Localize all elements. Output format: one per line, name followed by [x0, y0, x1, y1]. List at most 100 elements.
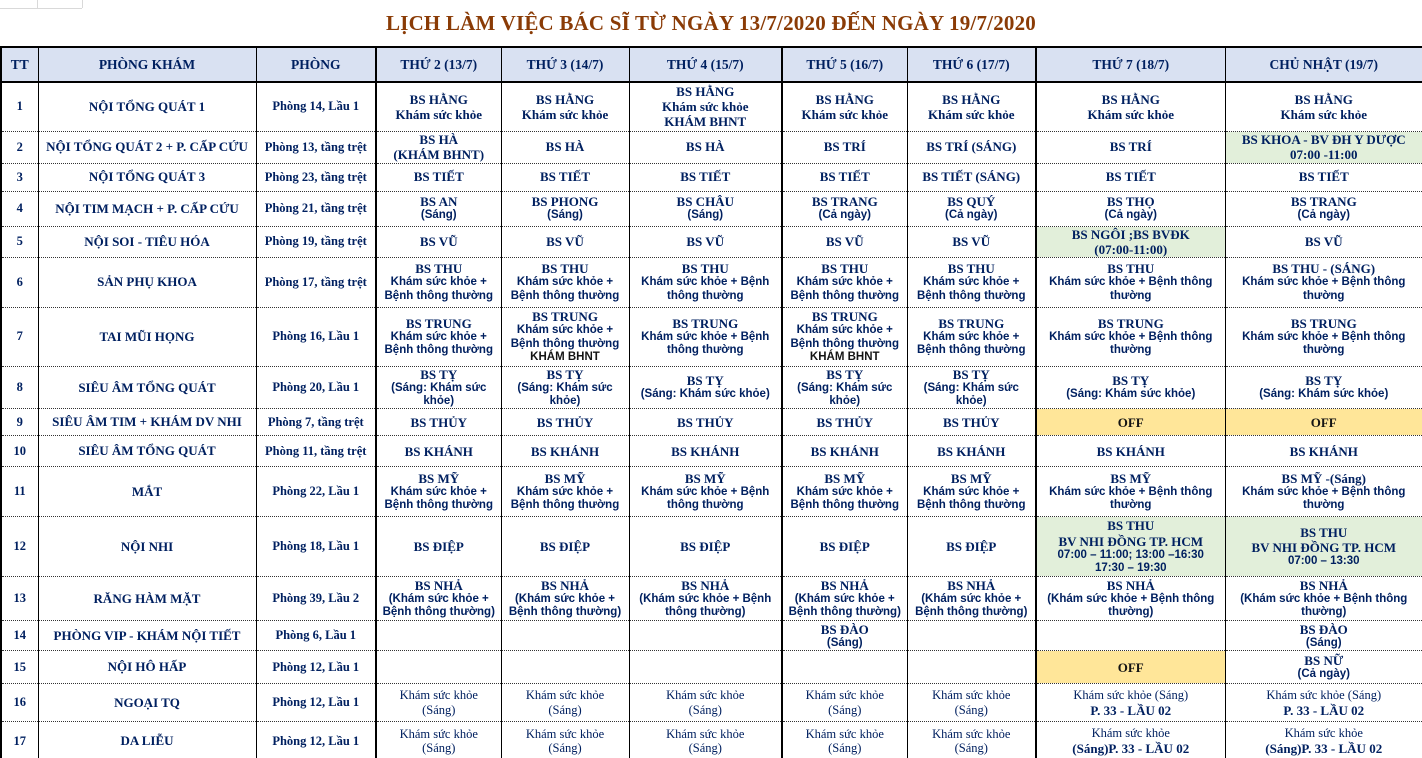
room-cell[interactable]: Phòng 7, tầng trệt	[255, 408, 376, 437]
day-cell-thu6[interactable]: BS VŨ	[906, 226, 1036, 258]
day-cell-thu6[interactable]: BS ĐIỆP	[906, 516, 1036, 578]
room-cell[interactable]: Phòng 14, Lầu 1	[255, 82, 376, 132]
day-cell-thu3[interactable]: Khám sức khỏe (Sáng)	[500, 683, 629, 723]
day-cell-thu3[interactable]	[500, 650, 629, 685]
day-cell-thu2[interactable]: BS THU Khám sức khỏe + Bệnh thông thường	[375, 257, 501, 308]
tt-cell[interactable]: 6	[0, 257, 38, 308]
clinic-name-cell[interactable]: TAI MŨI HỌNG	[37, 307, 256, 367]
day-cell-thu2[interactable]: BS TỴ (Sáng: Khám sức khỏe)	[375, 366, 501, 410]
day-cell-thu7[interactable]: BS HẰNG Khám sức khỏe	[1035, 82, 1225, 132]
day-cell-thu4[interactable]: BS ĐIỆP	[628, 516, 782, 578]
room-cell[interactable]: Phòng 17, tầng trệt	[255, 257, 376, 308]
col-header-thu6[interactable]: THỨ 6 (17/7)	[906, 47, 1036, 83]
day-cell-thu7[interactable]: BS THU Khám sức khỏe + Bệnh thông thường	[1035, 257, 1225, 308]
day-cell-thu2[interactable]: BS AN (Sáng)	[375, 191, 501, 227]
day-cell-thu6[interactable]	[906, 650, 1036, 685]
day-cell-thu7[interactable]: Khám sức khỏe (Sáng)P. 33 - LẦU 02	[1035, 721, 1225, 758]
day-cell-thu4[interactable]: BS TIẾT	[628, 163, 782, 192]
day-cell-thu7[interactable]: BS KHÁNH	[1035, 435, 1225, 468]
day-cell-thu4[interactable]: BS MỸ Khám sức khỏe + Bệnh thông thường	[628, 466, 782, 518]
tt-cell[interactable]: 12	[0, 516, 38, 578]
tt-cell[interactable]: 16	[0, 683, 38, 723]
day-cell-thu4[interactable]: BS HÀ	[628, 131, 782, 164]
day-cell-thu3[interactable]	[500, 620, 629, 652]
day-cell-thu5[interactable]: BS HẰNG Khám sức khỏe	[781, 82, 907, 132]
day-cell-thu3[interactable]: Khám sức khỏe (Sáng)	[500, 721, 629, 758]
day-cell-thu5[interactable]: BS THỦY	[781, 408, 907, 437]
day-cell-thu2[interactable]: BS HẰNG Khám sức khỏe	[375, 82, 501, 132]
day-cell-chu-nhat[interactable]: BS NHẢ (Khám sức khỏe + Bệnh thông thường…	[1224, 576, 1422, 622]
clinic-name-cell[interactable]: NỘI HÔ HẤP	[37, 650, 256, 685]
day-cell-thu3[interactable]: BS TIẾT	[500, 163, 629, 192]
day-cell-thu2[interactable]	[375, 650, 501, 685]
day-cell-chu-nhat[interactable]: BS MỸ -(Sáng) Khám sức khỏe + Bệnh thông …	[1224, 466, 1422, 518]
day-cell-thu3[interactable]: BS THU Khám sức khỏe + Bệnh thông thường	[500, 257, 629, 308]
day-cell-thu7[interactable]: OFF	[1035, 650, 1225, 685]
day-cell-thu7[interactable]: BS MỸ Khám sức khỏe + Bệnh thông thường	[1035, 466, 1225, 518]
day-cell-thu6[interactable]: Khám sức khỏe (Sáng)	[906, 683, 1036, 723]
clinic-name-cell[interactable]: NỘI SOI - TIÊU HÓA	[37, 226, 256, 258]
day-cell-chu-nhat[interactable]: BS THU BV NHI ĐỒNG TP. HCM 07:00 – 13:30	[1224, 516, 1422, 578]
day-cell-thu2[interactable]: BS NHẢ (Khám sức khỏe + Bệnh thông thường…	[375, 576, 501, 622]
col-header-phong-kham[interactable]: PHÒNG KHÁM	[37, 47, 256, 83]
day-cell-chu-nhat[interactable]: BS KHOA - BV ĐH Y DƯỢC 07:00 -11:00	[1224, 131, 1422, 164]
tt-cell[interactable]: 17	[0, 721, 38, 758]
col-header-thu5[interactable]: THỨ 5 (16/7)	[781, 47, 907, 83]
day-cell-thu5[interactable]	[781, 650, 907, 685]
day-cell-chu-nhat[interactable]: BS THU - (SÁNG) Khám sức khỏe + Bệnh thôn…	[1224, 257, 1422, 308]
col-header-phong[interactable]: PHÒNG	[255, 47, 376, 83]
clinic-name-cell[interactable]: SẢN PHỤ KHOA	[37, 257, 256, 308]
clinic-name-cell[interactable]: SIÊU ÂM TỔNG QUÁT	[37, 435, 256, 468]
day-cell-thu6[interactable]: BS HẰNG Khám sức khỏe	[906, 82, 1036, 132]
room-cell[interactable]: Phòng 11, tầng trệt	[255, 435, 376, 468]
day-cell-thu2[interactable]	[375, 620, 501, 652]
day-cell-thu3[interactable]: BS HÀ	[500, 131, 629, 164]
clinic-name-cell[interactable]: NỘI TIM MẠCH + P. CẤP CỨU	[37, 191, 256, 227]
day-cell-thu3[interactable]: BS MỸ Khám sức khỏe + Bệnh thông thường	[500, 466, 629, 518]
day-cell-thu4[interactable]	[628, 620, 782, 652]
day-cell-thu4[interactable]	[628, 650, 782, 685]
day-cell-thu3[interactable]: BS TỴ (Sáng: Khám sức khỏe)	[500, 366, 629, 410]
day-cell-chu-nhat[interactable]: BS ĐÀO (Sáng)	[1224, 620, 1422, 652]
tt-cell[interactable]: 13	[0, 576, 38, 622]
day-cell-thu5[interactable]: BS KHÁNH	[781, 435, 907, 468]
tt-cell[interactable]: 3	[0, 163, 38, 192]
day-cell-thu4[interactable]: BS KHÁNH	[628, 435, 782, 468]
day-cell-thu5[interactable]: BS TỴ (Sáng: Khám sức khỏe)	[781, 366, 907, 410]
clinic-name-cell[interactable]: MẮT	[37, 466, 256, 518]
day-cell-thu7[interactable]: BS THU BV NHI ĐỒNG TP. HCM 07:00 – 11:00; …	[1035, 516, 1225, 578]
day-cell-thu5[interactable]: BS ĐÀO (Sáng)	[781, 620, 907, 652]
day-cell-thu5[interactable]: BS THU Khám sức khỏe + Bệnh thông thường	[781, 257, 907, 308]
day-cell-thu3[interactable]: BS HẰNG Khám sức khỏe	[500, 82, 629, 132]
day-cell-thu4[interactable]: BS CHÂU (Sáng)	[628, 191, 782, 227]
tt-cell[interactable]: 1	[0, 82, 38, 132]
clinic-name-cell[interactable]: SIÊU ÂM TIM + KHÁM DV NHI	[37, 408, 256, 437]
day-cell-thu2[interactable]: BS HÀ (KHÁM BHNT)	[375, 131, 501, 164]
day-cell-thu4[interactable]: BS TỴ (Sáng: Khám sức khỏe)	[628, 366, 782, 410]
day-cell-chu-nhat[interactable]: BS TỴ (Sáng: Khám sức khỏe)	[1224, 366, 1422, 410]
tt-cell[interactable]: 10	[0, 435, 38, 468]
day-cell-thu4[interactable]: BS HẰNG Khám sức khỏe KHÁM BHNT	[628, 82, 782, 132]
day-cell-thu3[interactable]: BS ĐIỆP	[500, 516, 629, 578]
room-cell[interactable]: Phòng 6, Lầu 1	[255, 620, 376, 652]
day-cell-thu5[interactable]: BS TRUNG Khám sức khỏe + Bệnh thông thườn…	[781, 307, 907, 367]
day-cell-thu4[interactable]: BS VŨ	[628, 226, 782, 258]
tt-cell[interactable]: 9	[0, 408, 38, 437]
tt-cell[interactable]: 7	[0, 307, 38, 367]
room-cell[interactable]: Phòng 21, tầng trệt	[255, 191, 376, 227]
day-cell-thu6[interactable]: BS NHẢ (Khám sức khỏe + Bệnh thông thường…	[906, 576, 1036, 622]
room-cell[interactable]: Phòng 20, Lầu 1	[255, 366, 376, 410]
tt-cell[interactable]: 14	[0, 620, 38, 652]
day-cell-thu2[interactable]: BS TRUNG Khám sức khỏe + Bệnh thông thườn…	[375, 307, 501, 367]
day-cell-thu2[interactable]: Khám sức khỏe (Sáng)	[375, 721, 501, 758]
clinic-name-cell[interactable]: NỘI TỔNG QUÁT 1	[37, 82, 256, 132]
col-header-thu3[interactable]: THỨ 3 (14/7)	[500, 47, 629, 83]
day-cell-thu2[interactable]: BS KHÁNH	[375, 435, 501, 468]
day-cell-thu5[interactable]: Khám sức khỏe (Sáng)	[781, 683, 907, 723]
day-cell-chu-nhat[interactable]: OFF	[1224, 408, 1422, 437]
tt-cell[interactable]: 8	[0, 366, 38, 410]
day-cell-chu-nhat[interactable]: Khám sức khỏe (Sáng) P. 33 - LẦU 02	[1224, 683, 1422, 723]
day-cell-thu6[interactable]: BS TIẾT (SÁNG)	[906, 163, 1036, 192]
tt-cell[interactable]: 15	[0, 650, 38, 685]
day-cell-thu6[interactable]: BS KHÁNH	[906, 435, 1036, 468]
